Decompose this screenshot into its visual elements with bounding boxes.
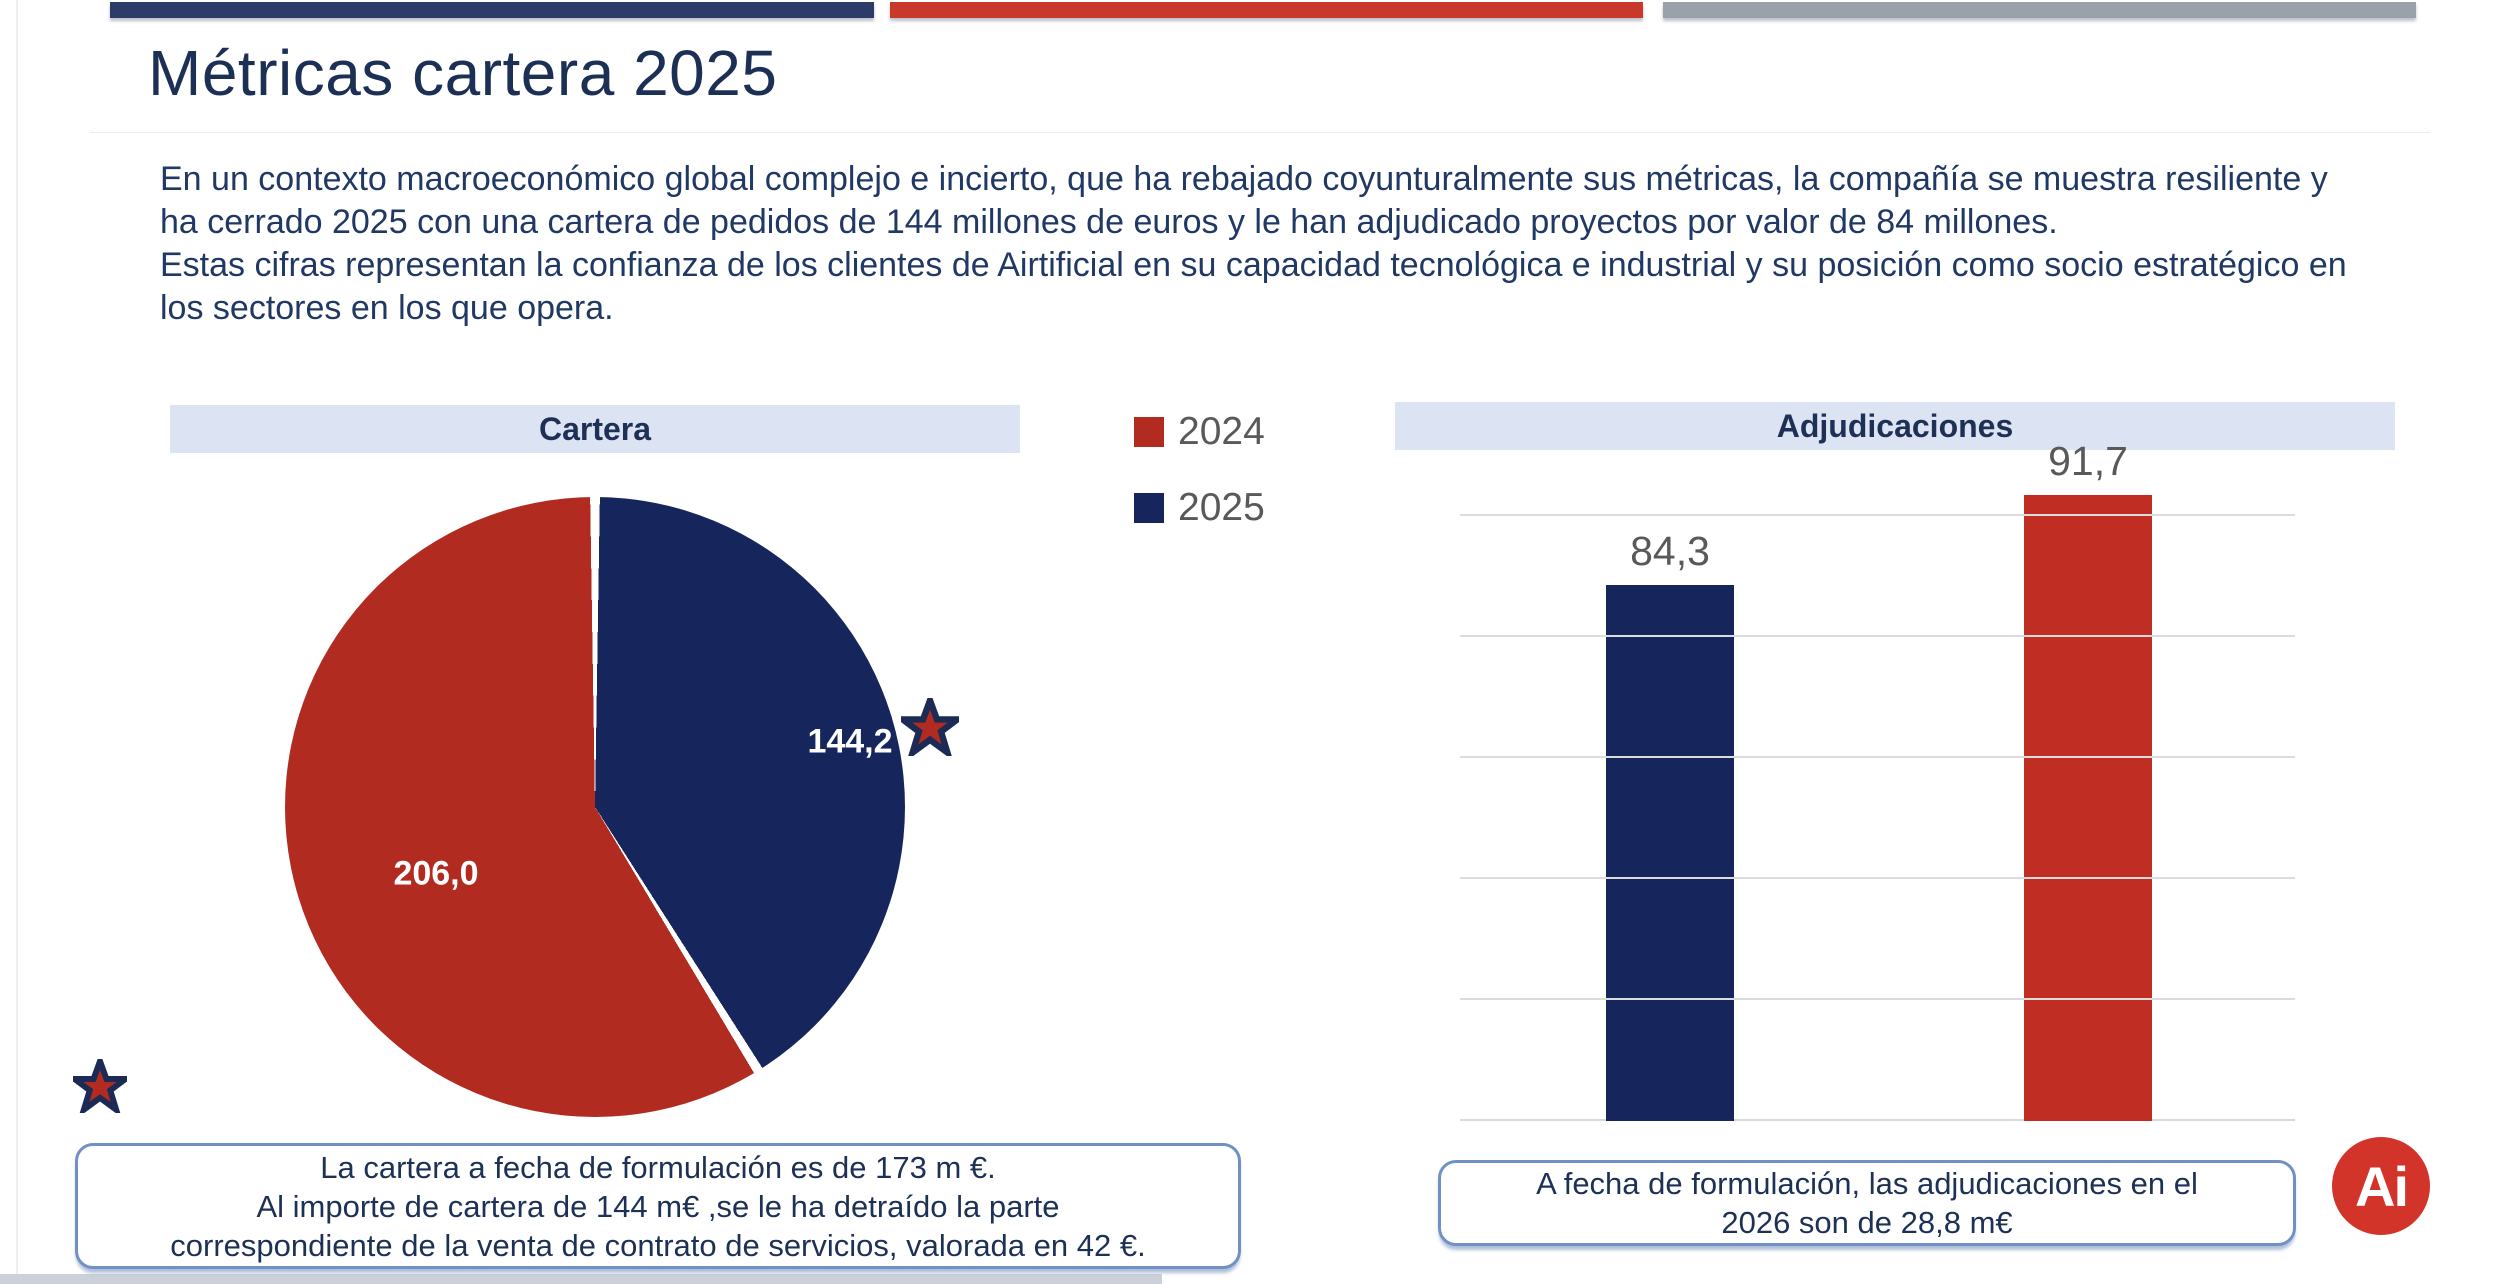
year-legend: 2024 2025 <box>1134 408 1265 560</box>
cartera-pie <box>285 497 905 1117</box>
cartera-note-line: correspondiente de la venta de contrato … <box>170 1227 1146 1263</box>
star-icon <box>901 698 959 756</box>
gridline <box>1460 634 2295 637</box>
legend-swatch-2025 <box>1134 493 1164 523</box>
legend-label-2025: 2025 <box>1178 486 1265 529</box>
bar-rect-2025 <box>1606 584 1734 1121</box>
cartera-note-box: La cartera a fecha de formulación es de … <box>75 1143 1241 1269</box>
top-accent-bar-red <box>890 2 1643 18</box>
cartera-note-line: La cartera a fecha de formulación es de … <box>320 1149 996 1185</box>
legend-swatch-2024 <box>1134 417 1164 447</box>
gridline <box>1460 997 2295 1000</box>
pie-value-2024: 206,0 <box>393 854 479 893</box>
adjudicaciones-note-line: A fecha de formulación, las adjudicacion… <box>1536 1166 2198 1201</box>
top-accent-bar-gray <box>1663 2 2416 18</box>
adjudicaciones-plot: 84,3 91,7 <box>1460 438 2295 1121</box>
adjudicaciones-note-box: A fecha de formulación, las adjudicacion… <box>1438 1160 2296 1246</box>
cartera-note-line: Al importe de cartera de 144 m€ ,se le h… <box>256 1188 1060 1224</box>
bar-2025: 84,3 <box>1606 455 1734 1121</box>
adjudicaciones-chart-header: Adjudicaciones <box>1395 402 2395 450</box>
x-axis-baseline <box>1460 1119 2295 1121</box>
pie-value-2025: 144,2 <box>807 722 893 761</box>
title-divider-line <box>90 132 2430 133</box>
cartera-chart-title: Cartera <box>538 410 652 447</box>
page-title: Métricas cartera 2025 <box>148 37 778 109</box>
bottom-page-strip <box>0 1274 1162 1284</box>
bar-value-label-2025: 84,3 <box>1630 527 1710 574</box>
star-icon <box>73 1059 127 1113</box>
gridline <box>1460 876 2295 879</box>
bar-2024: 91,7 <box>2024 438 2152 1121</box>
intro-paragraph-1: En un contexto macroeconómico global com… <box>160 160 2328 241</box>
top-accent-bar-navy <box>110 2 874 18</box>
page-left-edge-line <box>16 0 18 1284</box>
airtificial-logo-text: Ai <box>2355 1154 2409 1218</box>
adjudicaciones-chart-title: Adjudicaciones <box>1776 407 2014 444</box>
gridline <box>1460 513 2295 516</box>
airtificial-logo: Ai <box>2332 1137 2430 1235</box>
gridline <box>1460 755 2295 758</box>
intro-paragraph-2: Estas cifras representan la confianza de… <box>160 246 2347 327</box>
adjudicaciones-note-line: 2026 son de 28,8 m€ <box>1721 1205 2013 1240</box>
cartera-chart-header: Cartera <box>170 405 1020 453</box>
intro-text: En un contexto macroeconómico global com… <box>160 158 2350 330</box>
bar-rect-2024 <box>2024 494 2152 1121</box>
legend-label-2024: 2024 <box>1178 410 1265 453</box>
bar-value-label-2024: 91,7 <box>2048 437 2128 484</box>
legend-item-2025: 2025 <box>1134 484 1265 532</box>
legend-item-2024: 2024 <box>1134 408 1265 456</box>
